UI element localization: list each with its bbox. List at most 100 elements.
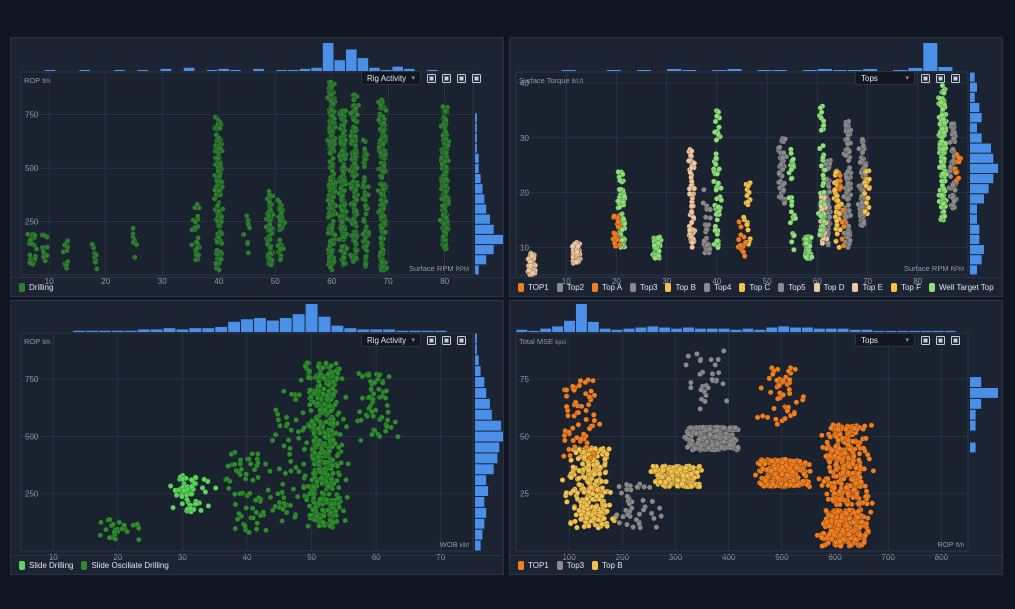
data-point <box>443 164 450 170</box>
legend-item[interactable]: Top F <box>890 283 921 292</box>
data-point <box>678 481 685 488</box>
color-by-dropdown[interactable]: Tops ▾ <box>855 71 915 85</box>
data-point <box>316 496 323 503</box>
x-histogram-bar <box>253 318 266 332</box>
data-point <box>288 391 295 398</box>
legend-item[interactable]: Top3 <box>630 283 657 292</box>
bank-icon[interactable] <box>951 73 960 83</box>
data-point <box>365 191 372 198</box>
data-point <box>167 483 174 489</box>
data-point <box>338 140 344 146</box>
data-point <box>61 242 68 249</box>
data-point <box>952 187 958 193</box>
export-icon[interactable] <box>472 73 481 83</box>
data-point <box>649 498 656 505</box>
legend-item[interactable]: Slide Drilling <box>19 561 73 570</box>
data-point <box>315 441 321 448</box>
data-point <box>745 227 751 233</box>
color-by-dropdown[interactable]: Rig Activity ▾ <box>361 333 421 347</box>
legend-toggle-icon[interactable] <box>442 73 451 83</box>
legend: Drilling <box>19 283 53 292</box>
y-histogram-bar <box>475 333 477 344</box>
data-point <box>857 159 864 166</box>
data-point <box>331 137 337 144</box>
legend-item[interactable]: Top4 <box>703 283 731 292</box>
data-point <box>713 137 720 143</box>
legend-item[interactable]: Top A <box>592 283 622 292</box>
data-point <box>306 368 313 374</box>
legend-item[interactable]: Top5 <box>778 283 806 292</box>
x-tick-label: 500 <box>775 553 789 562</box>
data-point <box>326 254 333 261</box>
data-point <box>344 245 350 252</box>
settings-icon[interactable] <box>427 335 436 345</box>
legend-item[interactable]: Top E <box>852 283 883 292</box>
data-point <box>698 442 704 449</box>
x-histogram-bar <box>318 316 331 332</box>
data-point <box>776 179 782 186</box>
data-point <box>529 270 536 277</box>
legend-item[interactable]: Drilling <box>19 283 53 292</box>
legend-item[interactable]: Well Target Top <box>928 283 994 292</box>
data-point <box>278 210 285 217</box>
data-point <box>863 488 870 495</box>
legend-item[interactable]: Slide Osciliate Drilling <box>81 561 169 570</box>
data-point <box>659 463 666 470</box>
y-histogram-bar <box>970 442 976 453</box>
color-by-dropdown[interactable]: Rig Activity ▾ <box>361 71 421 85</box>
data-point <box>599 521 606 528</box>
data-point <box>328 362 334 369</box>
data-point <box>361 145 368 152</box>
x-histogram-bar <box>396 330 408 332</box>
legend-item[interactable]: TOP1 <box>518 283 549 292</box>
data-point <box>640 497 646 504</box>
data-point <box>192 218 199 225</box>
x-axis-title: WOB klbf <box>440 540 470 549</box>
data-point <box>856 145 862 152</box>
data-point <box>225 463 231 469</box>
legend-item[interactable]: Top D <box>813 283 845 292</box>
data-point <box>353 208 360 215</box>
data-point <box>618 490 625 496</box>
data-point <box>97 532 104 539</box>
data-point <box>179 493 185 500</box>
x-histogram-bar <box>357 58 369 71</box>
data-point <box>361 163 368 170</box>
data-point <box>613 511 620 518</box>
data-point <box>657 479 663 486</box>
data-point <box>342 517 349 524</box>
data-point <box>329 457 336 463</box>
data-point <box>599 493 605 499</box>
legend-item[interactable]: Top B <box>665 283 696 292</box>
legend-item[interactable]: Top2 <box>556 283 584 292</box>
settings-icon[interactable] <box>921 73 930 83</box>
x-histogram-bar <box>311 67 322 71</box>
data-point <box>564 499 570 505</box>
x-histogram-bar <box>160 68 172 71</box>
settings-icon[interactable] <box>427 73 436 83</box>
bank-icon[interactable] <box>442 335 451 345</box>
chart-panel-rop-vs-rpm: 10 20 30 40 50 60 70 80 250 500 750 ROP ft/h Surface… <box>10 37 504 297</box>
legend-toggle-icon[interactable] <box>936 73 945 83</box>
legend-label: Top D <box>823 283 845 292</box>
y-tick-label: 40 <box>520 79 529 88</box>
data-point <box>437 217 444 224</box>
data-point <box>527 263 534 269</box>
data-point <box>440 103 446 110</box>
data-point <box>574 490 581 496</box>
data-point <box>803 240 810 247</box>
data-point <box>843 174 850 181</box>
data-point <box>214 202 221 209</box>
bank-icon[interactable] <box>457 73 466 83</box>
data-point <box>674 477 681 484</box>
data-point <box>588 475 595 482</box>
legend-item[interactable]: Top C <box>739 283 770 292</box>
export-icon[interactable] <box>457 335 466 345</box>
data-point <box>244 239 251 246</box>
data-point <box>356 408 363 415</box>
dashboard-grid: 10 20 30 40 50 60 70 80 250 500 750 ROP ft/h Surface… <box>10 37 1003 575</box>
